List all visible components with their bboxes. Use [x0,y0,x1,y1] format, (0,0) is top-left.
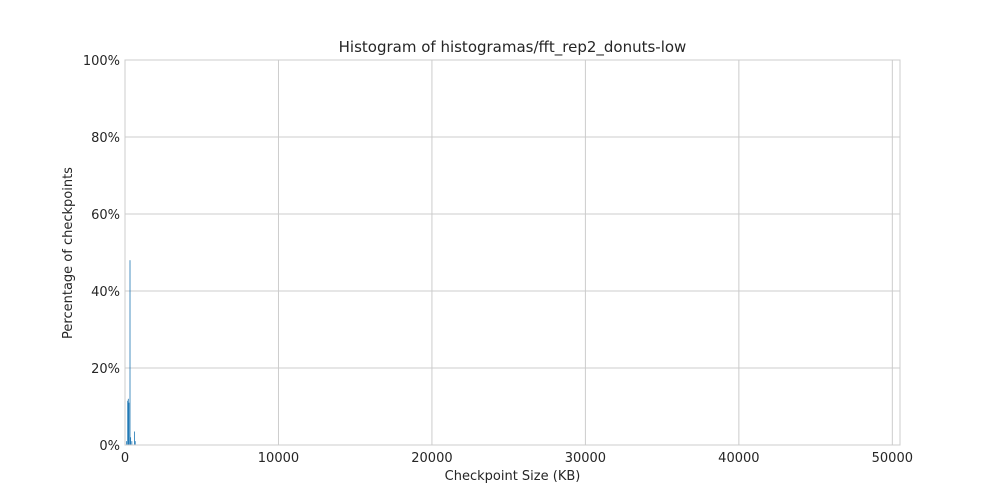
y-tick-label: 20% [91,362,120,377]
histogram-bar [128,402,130,445]
histogram-bar [127,398,129,445]
histogram-bar [131,441,133,445]
histogram-bar [129,260,131,445]
x-axis-label: Checkpoint Size (KB) [445,469,581,484]
x-tick-labels: 0 10000 20000 30000 40000 50000 [121,451,913,466]
x-tick-label: 20000 [411,451,452,466]
plot-frame [124,59,901,446]
y-tick-label: 80% [91,131,120,146]
y-tick-labels: 0% 20% 40% 60% 80% 100% [83,54,120,454]
histogram-bar [126,441,128,445]
histogram-bars [126,260,136,445]
histogram-bar [134,441,136,445]
y-tick-label: 0% [99,439,120,454]
x-tick-label: 10000 [258,451,299,466]
y-axis-label: Percentage of checkpoints [61,167,76,339]
x-tick-label: 30000 [565,451,606,466]
y-tick-label: 40% [91,285,120,300]
histogram-bar [127,400,129,445]
y-tick-label: 60% [91,208,120,223]
grid-lines [124,59,900,446]
histogram-bar [134,431,135,445]
x-tick-label: 50000 [872,451,913,466]
histogram-bar [130,437,132,445]
y-tick-label: 100% [83,54,120,69]
chart-title: Histogram of histogramas/fft_rep2_donuts… [339,38,687,57]
x-tick-label: 0 [121,451,129,466]
x-tick-label: 40000 [718,451,759,466]
